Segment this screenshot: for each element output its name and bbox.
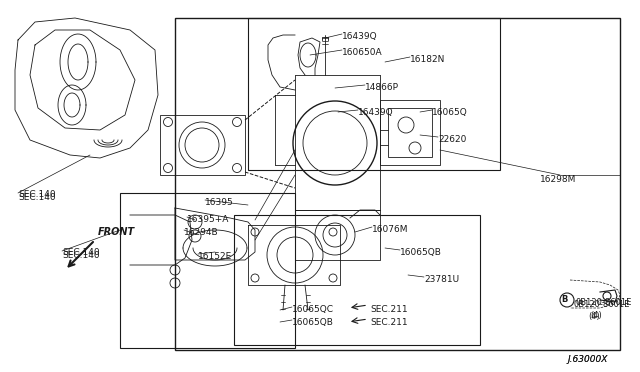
Text: 16065QB: 16065QB xyxy=(292,318,334,327)
Text: 23781U: 23781U xyxy=(424,275,459,284)
Text: 16439Q: 16439Q xyxy=(358,108,394,117)
Bar xyxy=(248,18,500,170)
Text: 16182N: 16182N xyxy=(410,55,445,64)
Text: (4): (4) xyxy=(588,312,600,321)
Text: SEC.211: SEC.211 xyxy=(370,305,408,314)
Text: J.63000X: J.63000X xyxy=(567,355,607,364)
Text: SEC.211: SEC.211 xyxy=(370,318,408,327)
Text: 16152E: 16152E xyxy=(198,252,232,261)
Text: 16076M: 16076M xyxy=(372,225,408,234)
Text: 22620: 22620 xyxy=(438,135,467,144)
Text: (4): (4) xyxy=(590,311,602,320)
Text: 16294B: 16294B xyxy=(184,228,219,237)
Text: 16065QB: 16065QB xyxy=(400,248,442,257)
Bar xyxy=(175,18,620,350)
Text: B: B xyxy=(561,295,567,305)
Text: 16065Q: 16065Q xyxy=(432,108,468,117)
Text: 160650A: 160650A xyxy=(342,48,383,57)
Text: SEC.140: SEC.140 xyxy=(18,190,56,199)
Text: 0B120-8601E: 0B120-8601E xyxy=(576,298,632,307)
Text: 14866P: 14866P xyxy=(365,83,399,92)
Text: FRONT: FRONT xyxy=(98,227,135,237)
Text: SEC.140: SEC.140 xyxy=(62,251,100,260)
Text: 16298M: 16298M xyxy=(540,175,577,184)
Text: 16395+A: 16395+A xyxy=(187,215,229,224)
Bar xyxy=(160,115,245,175)
Text: SEC.140: SEC.140 xyxy=(62,248,100,257)
Text: 0B120-8601E: 0B120-8601E xyxy=(573,300,629,309)
Text: SEC.140: SEC.140 xyxy=(18,193,56,202)
Bar xyxy=(388,108,432,157)
Text: 16065QC: 16065QC xyxy=(292,305,334,314)
Bar xyxy=(120,193,295,348)
Bar xyxy=(380,100,440,165)
Bar xyxy=(234,215,480,345)
Text: 16439Q: 16439Q xyxy=(342,32,378,41)
Text: 16395: 16395 xyxy=(205,198,234,207)
Text: J.63000X: J.63000X xyxy=(567,355,607,364)
